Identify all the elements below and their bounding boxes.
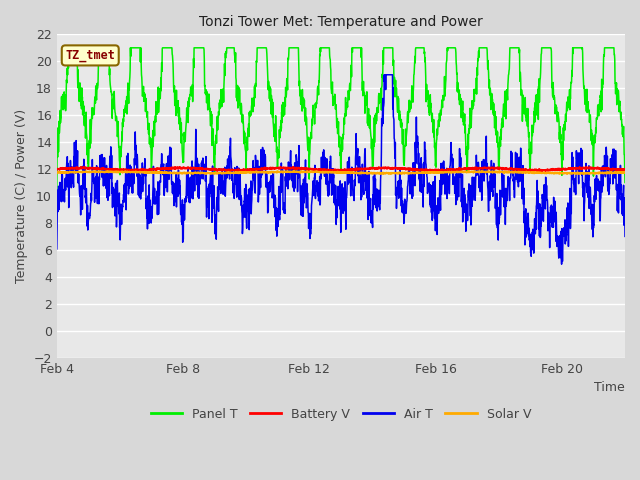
Text: TZ_tmet: TZ_tmet <box>65 49 115 62</box>
X-axis label: Time: Time <box>595 381 625 394</box>
Legend: Panel T, Battery V, Air T, Solar V: Panel T, Battery V, Air T, Solar V <box>146 403 536 426</box>
Title: Tonzi Tower Met: Temperature and Power: Tonzi Tower Met: Temperature and Power <box>199 15 483 29</box>
Y-axis label: Temperature (C) / Power (V): Temperature (C) / Power (V) <box>15 109 28 283</box>
